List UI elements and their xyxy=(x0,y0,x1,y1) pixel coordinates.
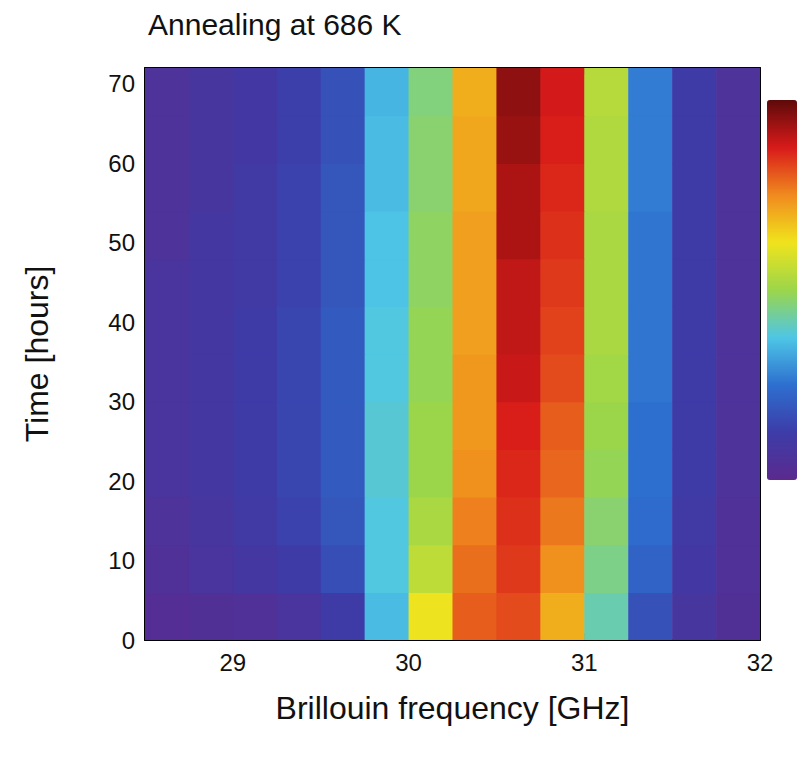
svg-text:29: 29 xyxy=(220,649,247,676)
svg-text:Time [hours]: Time [hours] xyxy=(19,266,55,443)
svg-text:Annealing at 686 K: Annealing at 686 K xyxy=(148,8,402,41)
svg-text:Brillouin frequency [GHz]: Brillouin frequency [GHz] xyxy=(276,690,630,726)
svg-text:30: 30 xyxy=(395,649,422,676)
svg-text:31: 31 xyxy=(571,649,598,676)
svg-text:60: 60 xyxy=(108,150,135,177)
svg-text:50: 50 xyxy=(108,229,135,256)
svg-text:70: 70 xyxy=(108,70,135,97)
svg-text:20: 20 xyxy=(108,468,135,495)
svg-text:40: 40 xyxy=(108,309,135,336)
svg-text:10: 10 xyxy=(108,547,135,574)
svg-text:0: 0 xyxy=(122,627,135,654)
svg-text:30: 30 xyxy=(108,388,135,415)
svg-text:32: 32 xyxy=(747,649,774,676)
